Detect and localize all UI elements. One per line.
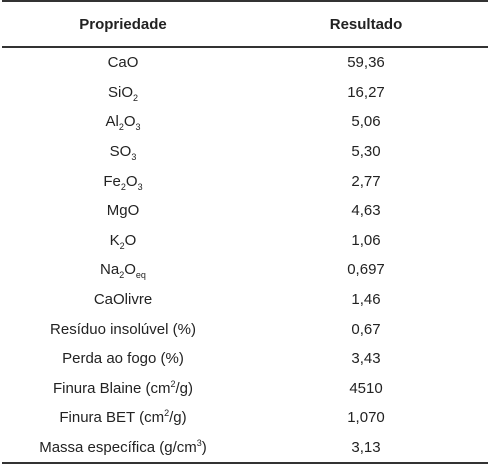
property-cell: MgO (106, 202, 140, 220)
table-row: CaOlivre 1,46 (2, 285, 488, 315)
formula-text: O (124, 261, 136, 279)
property-cell: CaO (107, 54, 139, 72)
formula-subscript: 2 (118, 122, 124, 133)
table-row: Perda ao fogo (%) 3,43 (2, 344, 488, 374)
table-row: Finura BET (cm2/g) 1,070 (2, 403, 488, 433)
formula-subscript: 2 (119, 240, 125, 251)
table-row: Na2Oeq 0,697 (2, 255, 488, 285)
formula-text: ) (201, 439, 207, 457)
formula-text: Na (100, 261, 120, 279)
formula-text: K (109, 231, 120, 249)
property-cell: Finura BET (cm2/g) (2, 403, 244, 433)
property-cell: Na2Oeq (2, 255, 244, 285)
result-cell: 16,27 (347, 83, 385, 101)
result-cell: 0,697 (347, 261, 385, 279)
property-cell: Finura Blaine (cm2/g) (2, 374, 244, 404)
result-cell: 3,43 (351, 350, 381, 368)
formula-text: /g) (169, 409, 187, 427)
result-cell: 3,13 (244, 432, 488, 464)
table-row: Fe2O3 2,77 (2, 166, 488, 196)
formula-superscript: 2 (170, 378, 176, 389)
table-row: MgO 4,63 (2, 196, 488, 226)
result-cell: 59,36 (347, 54, 385, 72)
formula-text: Massa específica (g/cm (39, 439, 197, 457)
formula-subscript: 2 (133, 92, 139, 103)
table-row: SO3 5,30 (2, 137, 488, 167)
result-cell: 1,070 (347, 409, 385, 427)
header-resultado: Resultado (244, 0, 488, 48)
result-cell: 4510 (349, 379, 383, 397)
formula-text: O (125, 172, 138, 190)
formula-subscript: 3 (137, 181, 143, 192)
formula-text: O (121, 83, 133, 101)
formula-text: Finura BET (cm (59, 409, 165, 427)
result-cell: 5,06 (351, 113, 381, 131)
result-cell: 1,46 (351, 291, 381, 309)
table-row: Massa específica (g/cm3) 3,13 (2, 432, 488, 464)
property-cell: CaOlivre (93, 291, 153, 309)
formula-text: SO (109, 143, 132, 161)
formula-subscript: 2 (119, 270, 125, 281)
table-row: K2O 1,06 (2, 226, 488, 256)
table-row: Al2O3 5,06 (2, 107, 488, 137)
table-row: SiO2 16,27 (2, 78, 488, 108)
table-row: Resíduo insolúvel (%) 0,67 (2, 314, 488, 344)
formula-subscript: 3 (131, 152, 137, 163)
table-header-row: Propriedade Resultado (2, 0, 488, 48)
header-propriedade: Propriedade (2, 0, 244, 48)
property-cell: Fe2O3 (2, 166, 244, 196)
table-row: Finura Blaine (cm2/g) 4510 (2, 374, 488, 404)
formula-superscript: 3 (196, 438, 202, 449)
formula-superscript: 2 (164, 408, 170, 419)
formula-text: Fe (103, 172, 121, 190)
result-cell: 1,06 (351, 231, 381, 249)
formula-text: Si (107, 83, 122, 101)
result-cell: 4,63 (351, 202, 381, 220)
property-cell: SO3 (2, 137, 244, 167)
property-cell: Al2O3 (2, 107, 244, 137)
formula-text: Al (105, 113, 119, 131)
property-cell: Massa específica (g/cm3) (2, 432, 244, 464)
formula-text: O (124, 231, 137, 249)
formula-text: Finura Blaine (cm (52, 379, 171, 397)
formula-subscript: 2 (120, 181, 126, 192)
formula-text: O (123, 113, 136, 131)
property-cell: Perda ao fogo (%) (62, 350, 184, 368)
formula-text: /g) (175, 379, 194, 397)
property-cell: Resíduo insolúvel (%) (50, 320, 196, 338)
formula-subscript: eq (135, 270, 146, 281)
property-cell: SiO2 (2, 78, 244, 108)
table-row: CaO 59,36 (2, 47, 488, 78)
result-cell: 0,67 (351, 320, 381, 338)
formula-subscript: 3 (135, 122, 141, 133)
result-cell: 2,77 (351, 172, 381, 190)
property-cell: K2O (2, 226, 244, 256)
result-cell: 5,30 (351, 143, 381, 161)
